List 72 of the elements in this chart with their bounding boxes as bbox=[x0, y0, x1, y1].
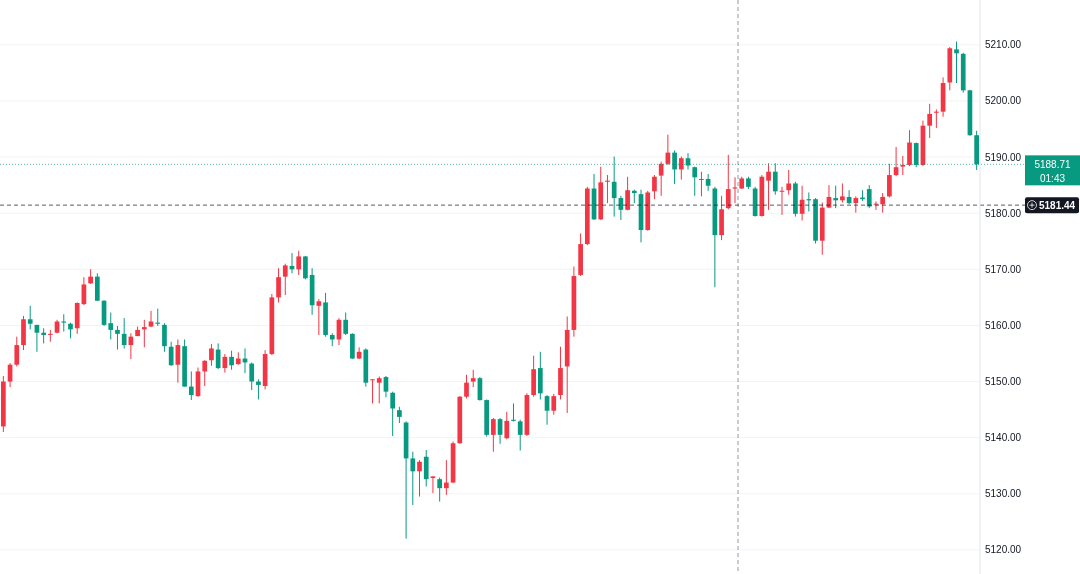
candlestick bbox=[840, 182, 845, 204]
y-tick-label: 5170.00 bbox=[985, 263, 1022, 275]
y-tick-label: 5190.00 bbox=[985, 151, 1022, 163]
candlestick bbox=[276, 267, 281, 303]
candlestick bbox=[806, 191, 812, 213]
candlestick bbox=[141, 319, 147, 348]
y-tick-label: 5130.00 bbox=[985, 488, 1022, 500]
candlestick bbox=[605, 174, 610, 204]
candlestick bbox=[900, 155, 906, 176]
candlestick bbox=[430, 475, 436, 494]
candlestick bbox=[699, 171, 704, 197]
candlestick bbox=[658, 161, 664, 197]
candlestick bbox=[504, 411, 510, 440]
candlestick bbox=[423, 449, 429, 487]
candlestick bbox=[108, 312, 114, 340]
y-tick-label: 5210.00 bbox=[985, 39, 1022, 51]
candlestick bbox=[249, 361, 255, 391]
candlestick bbox=[934, 108, 939, 129]
candlestick bbox=[229, 350, 234, 371]
candlestick bbox=[282, 263, 288, 296]
candlestick bbox=[376, 375, 382, 404]
y-tick-label: 5120.00 bbox=[985, 544, 1022, 556]
candlestick bbox=[786, 169, 792, 196]
candlestick bbox=[766, 162, 771, 211]
y-tick-label: 5150.00 bbox=[985, 376, 1022, 388]
candlestick bbox=[887, 163, 892, 199]
candlestick bbox=[954, 41, 959, 84]
y-tick-label: 5160.00 bbox=[985, 319, 1022, 331]
candlestick bbox=[162, 322, 167, 353]
candlestick bbox=[14, 336, 20, 367]
candlestick bbox=[215, 342, 221, 370]
candlestick bbox=[121, 317, 127, 349]
candlestick bbox=[927, 103, 933, 139]
candlestick bbox=[880, 192, 886, 214]
candlestick bbox=[188, 370, 194, 401]
candlestick bbox=[47, 329, 53, 343]
candlestick bbox=[155, 308, 161, 327]
candlestick bbox=[678, 156, 684, 181]
ref-line-label: 5181.44 bbox=[1039, 199, 1076, 211]
candlestick bbox=[316, 298, 322, 336]
candlestick bbox=[833, 185, 839, 209]
candlestick bbox=[692, 166, 698, 197]
candlestick bbox=[464, 374, 469, 399]
candlestick bbox=[209, 343, 214, 367]
candlestick bbox=[625, 176, 630, 211]
candlestick bbox=[343, 312, 349, 336]
y-tick-label: 5200.00 bbox=[985, 95, 1022, 107]
candlestick bbox=[296, 250, 302, 276]
text: 01:43 bbox=[1039, 172, 1066, 184]
candlestick bbox=[410, 451, 416, 506]
candlestick bbox=[115, 325, 120, 351]
candlestick bbox=[907, 129, 912, 167]
candlestick bbox=[168, 341, 174, 367]
ref-line-label: 5188.71 bbox=[1034, 158, 1072, 170]
candlestick bbox=[437, 476, 443, 503]
candlestick bbox=[27, 305, 33, 330]
candlestick bbox=[511, 402, 516, 422]
candlestick bbox=[732, 176, 738, 204]
candlestick bbox=[652, 174, 657, 200]
candlestick bbox=[417, 459, 422, 498]
candlestick bbox=[551, 393, 557, 416]
candlestick bbox=[390, 391, 396, 437]
candlestick bbox=[517, 419, 523, 452]
candlestick bbox=[491, 417, 496, 453]
y-tick-label: 5140.00 bbox=[985, 432, 1022, 444]
candlestick bbox=[444, 459, 449, 496]
candlestick bbox=[725, 154, 731, 210]
candlestick bbox=[61, 313, 67, 333]
candlestick bbox=[202, 359, 208, 387]
candlestick bbox=[370, 378, 375, 404]
candlestick bbox=[256, 378, 261, 400]
y-tick-label: 5180.00 bbox=[985, 207, 1022, 219]
